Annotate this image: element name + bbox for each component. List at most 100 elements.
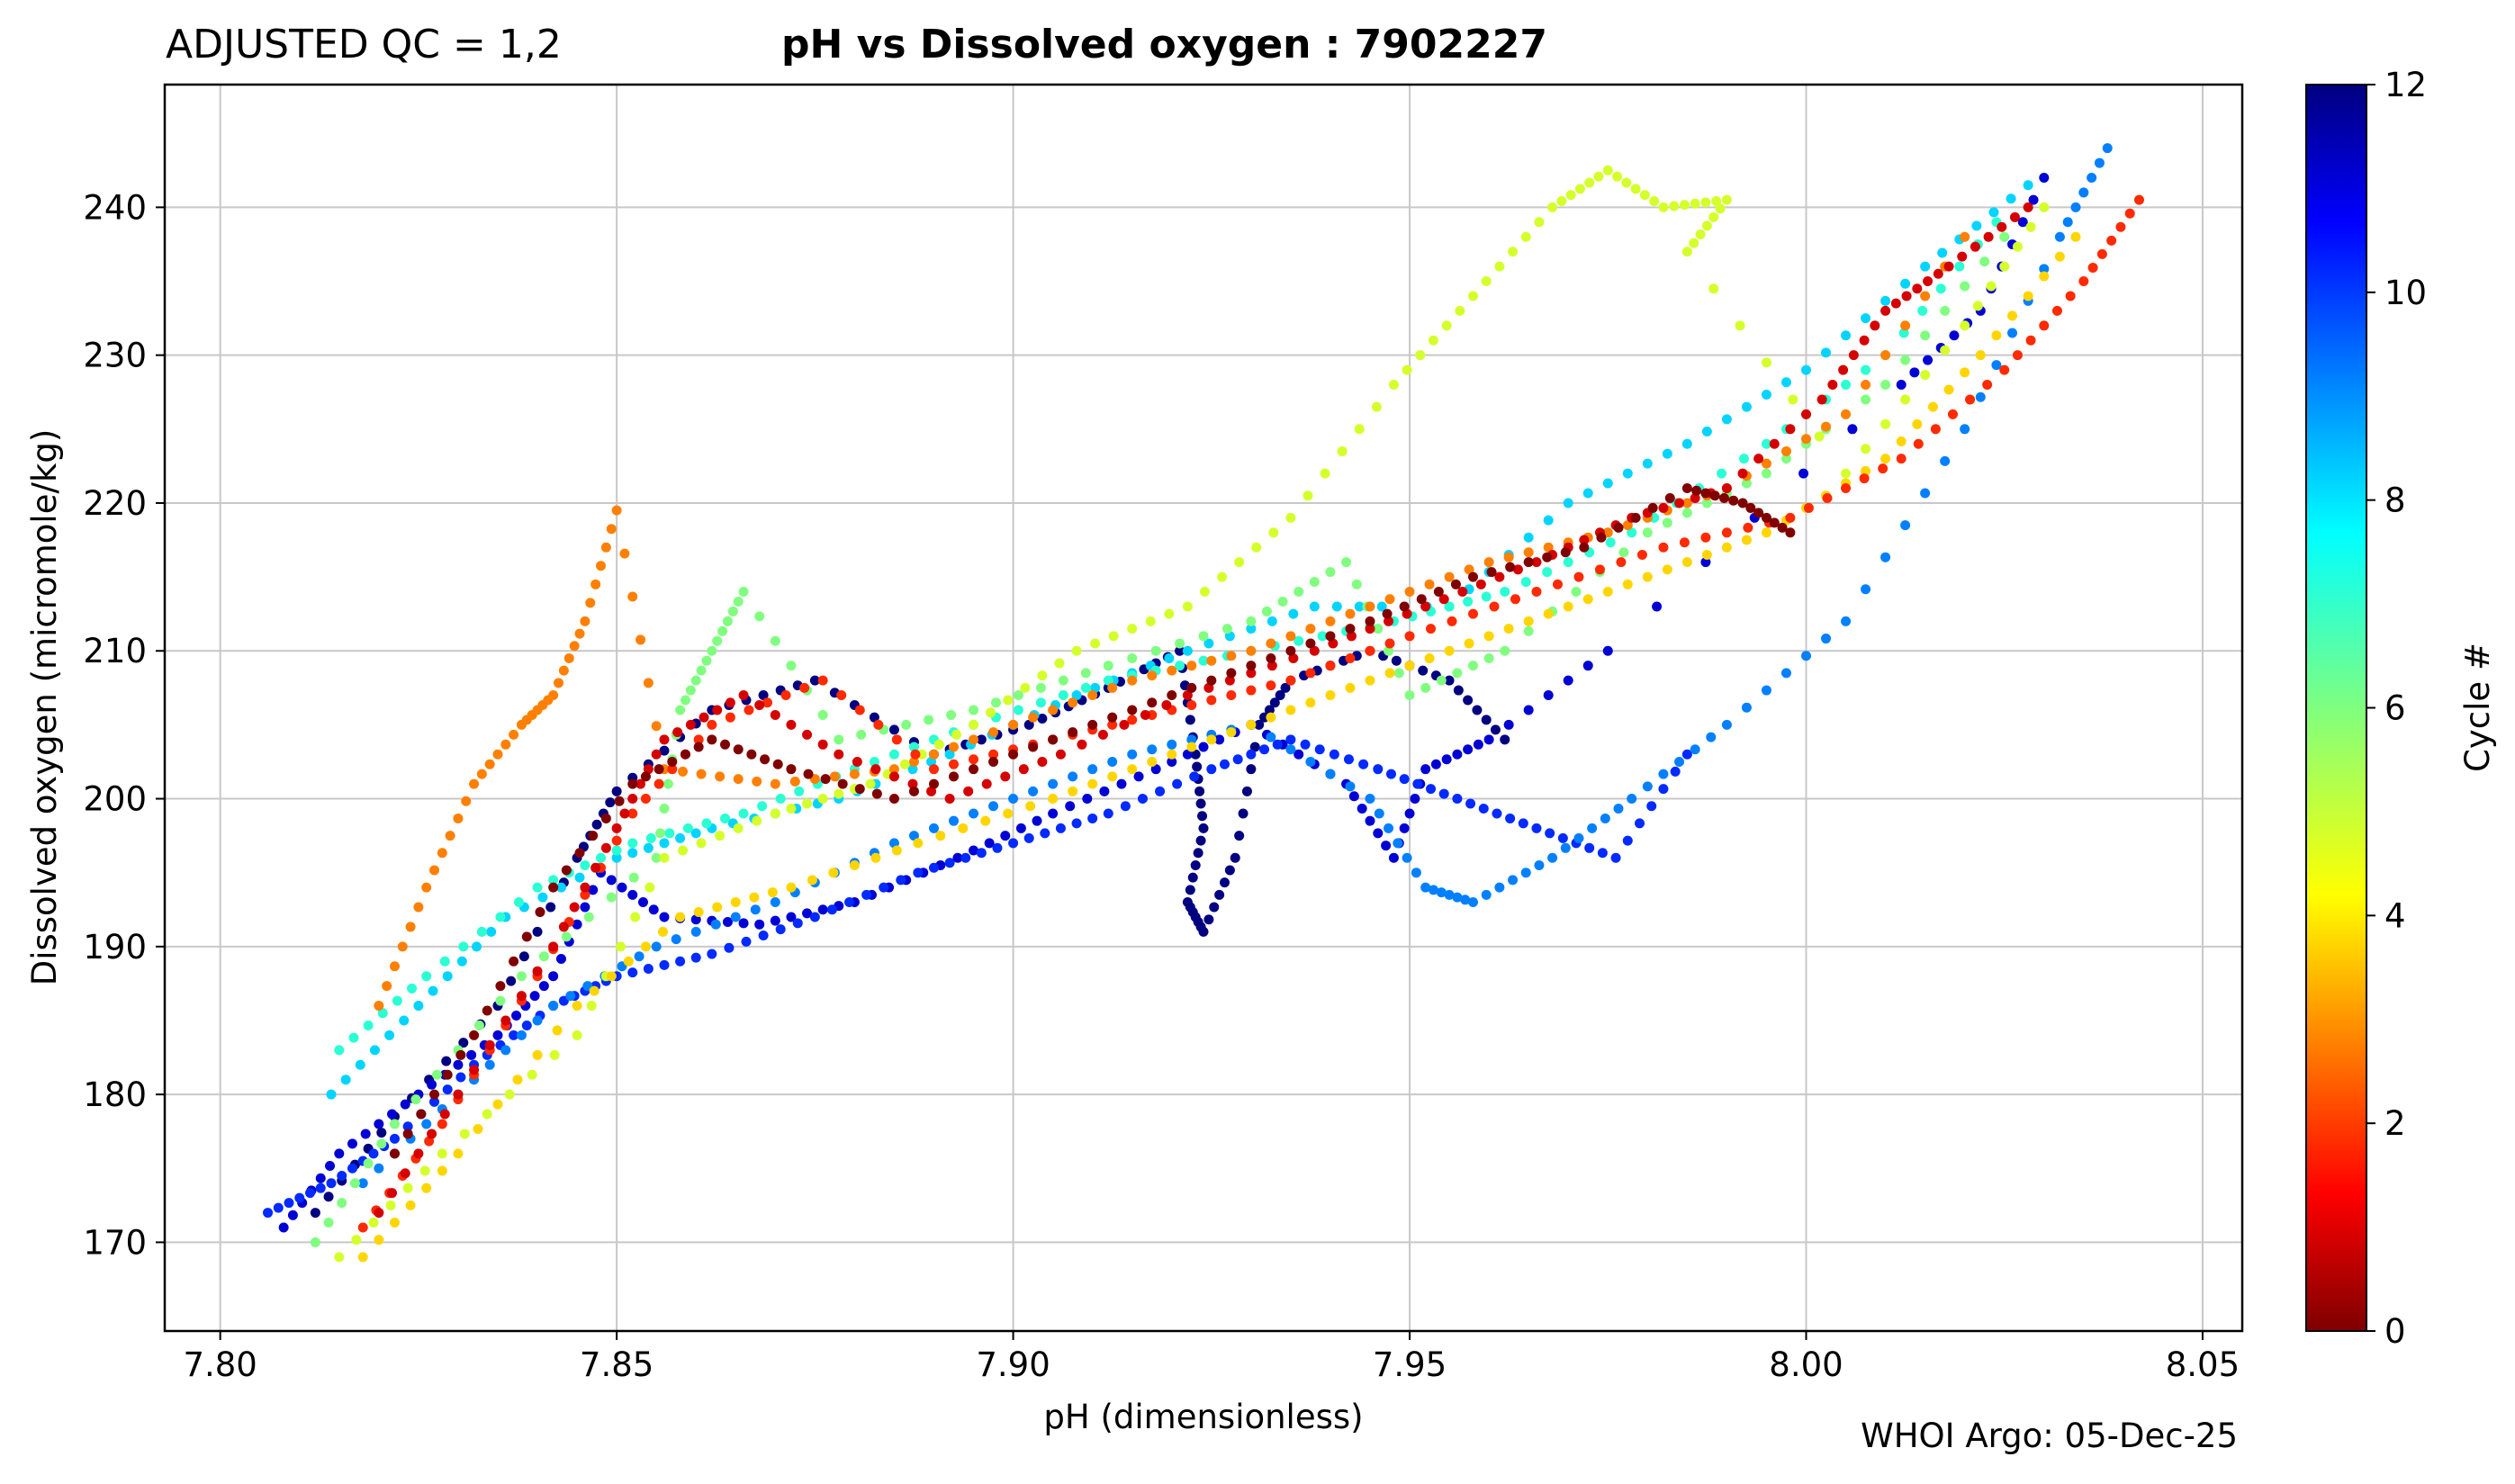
data-point: [990, 697, 1001, 708]
data-point: [589, 985, 599, 996]
data-point: [1198, 926, 1209, 937]
data-point: [1384, 645, 1394, 656]
data-point: [727, 606, 738, 616]
data-point: [1305, 668, 1316, 679]
data-point: [1186, 734, 1197, 745]
data-point: [802, 729, 813, 740]
data-point: [1147, 670, 1158, 681]
data-point: [1080, 682, 1091, 693]
data-point: [1658, 502, 1669, 513]
data-point: [1518, 818, 1528, 829]
data-point: [675, 832, 686, 843]
data-point: [348, 1032, 359, 1043]
data-point: [680, 749, 690, 760]
data-point: [1426, 784, 1437, 795]
data-point: [1798, 468, 1809, 479]
data-point: [854, 784, 865, 795]
data-point: [1563, 675, 1573, 686]
data-point: [427, 1079, 437, 1090]
data-point: [1037, 670, 1048, 681]
data-point: [384, 1030, 395, 1040]
data-point: [1172, 778, 1183, 789]
data-point: [351, 1235, 362, 1246]
data-point: [580, 902, 590, 913]
data-point: [888, 771, 899, 782]
data-point: [1960, 320, 1970, 331]
data-point: [1404, 587, 1415, 598]
y-tick-label: 190: [83, 928, 147, 967]
data-point: [752, 815, 762, 826]
data-point: [733, 744, 744, 755]
data-point: [896, 875, 906, 886]
data-point: [1658, 202, 1669, 212]
data-point: [1500, 645, 1510, 656]
data-point: [908, 831, 919, 841]
data-point: [1700, 488, 1711, 499]
data-point: [1023, 832, 1034, 843]
data-point: [1108, 631, 1119, 642]
data-point: [402, 1183, 413, 1193]
data-point: [834, 749, 844, 760]
data-point: [334, 1045, 345, 1056]
data-point: [1187, 872, 1198, 883]
data-point: [834, 788, 844, 799]
data-point: [1249, 742, 1260, 752]
x-axis-ticks: 7.80 7.85 7.90 7.95 8.00 8.05: [183, 1331, 2240, 1384]
data-point: [1246, 624, 1257, 634]
data-point: [2017, 217, 2028, 228]
data-point: [1652, 601, 1663, 612]
data-point: [1182, 645, 1193, 656]
data-point: [1803, 502, 1814, 513]
data-point: [1015, 823, 1026, 833]
data-point: [1357, 803, 1367, 814]
data-point: [928, 862, 939, 873]
data-point: [856, 729, 867, 740]
data-point: [611, 823, 622, 833]
data-point: [1267, 616, 1277, 626]
data-point: [1203, 914, 1214, 925]
data-point: [389, 1148, 400, 1159]
data-point: [347, 1163, 357, 1174]
data-point: [627, 778, 638, 789]
data-point: [817, 794, 828, 805]
data-point: [569, 641, 580, 652]
data-point: [1137, 794, 1148, 805]
data-point: [1721, 414, 1732, 425]
data-point: [2025, 221, 2036, 232]
data-point: [466, 1049, 477, 1060]
data-point: [1738, 454, 1749, 464]
data-point: [988, 756, 999, 767]
data-point: [1481, 715, 1492, 725]
data-point: [1912, 283, 1923, 294]
data-point: [397, 941, 408, 952]
data-point: [888, 724, 899, 735]
data-point: [1859, 335, 1870, 346]
data-point: [1622, 579, 1633, 589]
data-point: [1193, 848, 1203, 859]
data-point: [1814, 431, 1825, 442]
data-point: [794, 786, 805, 796]
data-point: [1224, 865, 1235, 876]
data-point: [1481, 591, 1492, 602]
data-point: [1344, 754, 1355, 765]
data-point: [1384, 668, 1395, 679]
data-point: [1463, 744, 1474, 755]
data-point: [682, 823, 693, 833]
data-point: [2023, 291, 2033, 301]
data-point: [2087, 262, 2098, 273]
data-point: [387, 1109, 398, 1120]
data-point: [1701, 220, 1712, 231]
data-point: [2051, 305, 2062, 316]
data-point: [1133, 771, 1144, 782]
data-point: [492, 1099, 503, 1110]
colorbar-tick-label: 2: [2384, 1104, 2406, 1143]
data-point: [1900, 520, 1911, 531]
data-point: [2028, 194, 2039, 205]
data-point: [1880, 454, 1891, 464]
data-point: [437, 1148, 447, 1159]
data-point: [1234, 831, 1245, 841]
data-point: [561, 865, 572, 876]
data-point: [1000, 771, 1011, 782]
data-point: [1960, 281, 1970, 292]
credit-text: WHOI Argo: 05-Dec-25: [1861, 1417, 2238, 1455]
